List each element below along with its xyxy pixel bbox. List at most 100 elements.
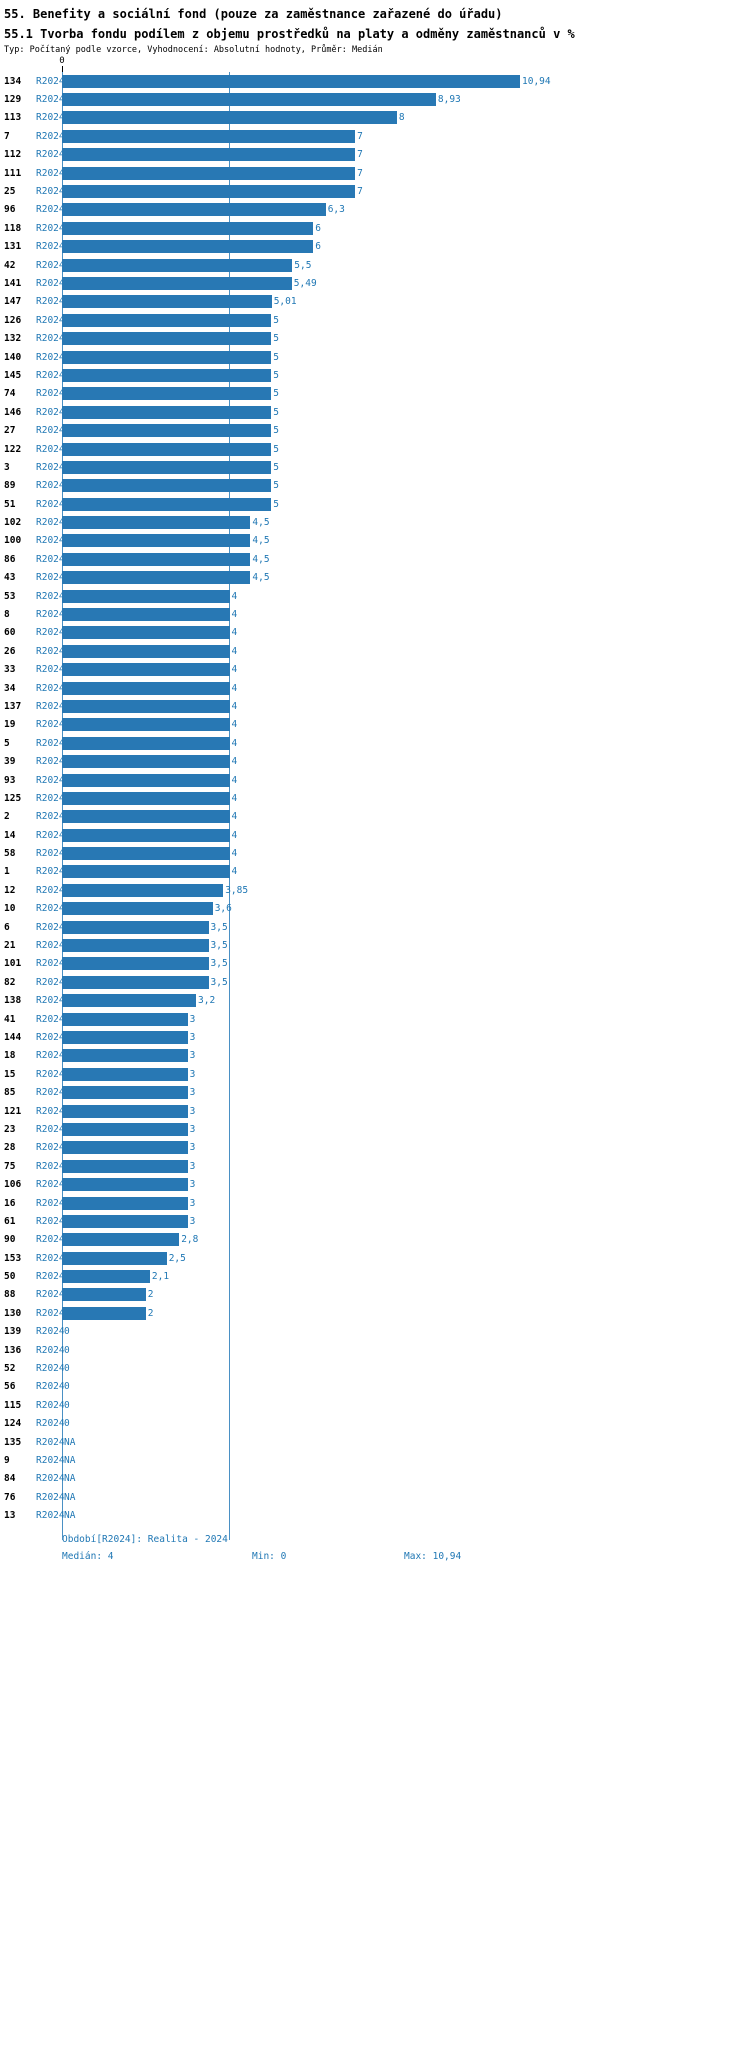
row-period-label: R2024 [36, 719, 65, 731]
chart-row: 93 R2024 4 [0, 771, 750, 789]
chart-row: 34 R2024 4 [0, 679, 750, 697]
value-bar [62, 276, 292, 290]
chart-row: 102 R2024 4,5 [0, 513, 750, 531]
value-bar [62, 1306, 146, 1320]
row-id-label: 76 [4, 1491, 16, 1503]
row-period-label: R2024 [36, 1087, 65, 1099]
bar-value-label: 4,5 [252, 535, 270, 547]
row-period-label: R2024 [36, 700, 65, 712]
bar-value-label: NA [64, 1473, 76, 1485]
row-period-label: R2024 [36, 1050, 65, 1062]
row-id-label: 118 [4, 222, 22, 234]
bar-area: 7 [62, 127, 750, 145]
row-period-label: R2024 [36, 1271, 65, 1283]
value-bar [62, 93, 436, 107]
chart-row: 135 R2024 NA [0, 1433, 750, 1451]
bar-value-label: 5 [273, 498, 280, 510]
row-period-label: R2024 [36, 1142, 65, 1154]
row-id-label: 96 [4, 204, 16, 216]
value-bar [62, 663, 230, 677]
row-id-label: 42 [4, 259, 16, 271]
row-period-label: R2024 [36, 1123, 65, 1135]
row-period-label: R2024 [36, 443, 65, 455]
bar-area: 5,5 [62, 256, 750, 274]
bar-value-label: 2 [147, 1307, 154, 1319]
bar-value-label: 4 [231, 627, 238, 639]
bar-value-label: 0 [64, 1399, 70, 1411]
row-period-label: R2024 [36, 1032, 65, 1043]
chart-row: 89 R2024 5 [0, 477, 750, 495]
row-period-label: R2024 [36, 590, 65, 602]
bar-area: 3 [62, 1175, 750, 1193]
value-bar [62, 111, 397, 125]
bar-area: 5 [62, 385, 750, 403]
chart-row: 33 R2024 4 [0, 661, 750, 679]
bar-value-label: 4,5 [252, 553, 270, 565]
bar-area: 7 [62, 146, 750, 164]
value-bar [62, 460, 272, 474]
row-id-label: 18 [4, 1050, 16, 1062]
row-period-label: R2024 [36, 480, 65, 492]
chart-row: 111 R2024 7 [0, 164, 750, 182]
bar-area: 0 [62, 1341, 750, 1359]
bar-area: 4,5 [62, 513, 750, 531]
chart-row: 131 R2024 6 [0, 238, 750, 256]
chart-row: 18 R2024 3 [0, 1047, 750, 1065]
chart-row: 75 R2024 3 [0, 1157, 750, 1175]
row-id-label: 34 [4, 682, 16, 694]
row-id-label: 10 [4, 903, 16, 915]
value-bar [62, 773, 230, 787]
value-bar [62, 129, 356, 143]
value-bar [62, 626, 230, 640]
row-id-label: 13 [4, 1510, 16, 1522]
row-id-label: 137 [4, 700, 22, 712]
bar-value-label: 4 [231, 866, 238, 878]
row-id-label: 61 [4, 1215, 16, 1227]
value-bar [62, 902, 213, 916]
bar-value-label: 3,5 [210, 940, 228, 952]
bar-value-label: 4 [231, 664, 238, 676]
value-bar [62, 699, 230, 713]
row-id-label: 89 [4, 480, 16, 492]
value-bar [62, 920, 209, 934]
bar-area: 3 [62, 1139, 750, 1157]
bar-area: 4 [62, 661, 750, 679]
row-period-label: R2024 [36, 1160, 65, 1172]
value-bar [62, 405, 272, 419]
bar-area: NA [62, 1451, 750, 1469]
value-bar [62, 1049, 188, 1063]
row-period-label: R2024 [36, 1197, 65, 1209]
row-period-label: R2024 [36, 461, 65, 473]
bar-area: 0 [62, 1415, 750, 1433]
bar-area: 3,5 [62, 955, 750, 973]
bar-value-label: 3,6 [214, 903, 232, 915]
value-bar [62, 479, 272, 493]
bar-area: 3 [62, 1157, 750, 1175]
bar-value-label: 4 [231, 590, 238, 602]
row-id-label: 139 [4, 1326, 22, 1338]
bar-value-label: 6,3 [327, 204, 345, 216]
bar-area: NA [62, 1433, 750, 1451]
bar-value-label: 7 [357, 167, 363, 179]
row-period-label: R2024 [36, 829, 65, 841]
chart-row: 14 R2024 4 [0, 826, 750, 844]
bar-value-label: NA [64, 1491, 76, 1503]
row-id-label: 26 [4, 645, 16, 657]
row-period-label: R2024 [36, 1326, 65, 1338]
row-period-label: R2024 [36, 351, 65, 363]
row-period-label: R2024 [36, 406, 65, 418]
row-id-label: 43 [4, 572, 16, 584]
row-id-label: 51 [4, 498, 16, 510]
bar-value-label: 7 [357, 130, 363, 142]
row-id-label: 113 [4, 112, 22, 124]
bar-value-label: 5 [273, 314, 280, 326]
row-id-label: 140 [4, 351, 22, 363]
value-bar [62, 258, 293, 272]
bar-value-label: 5,01 [273, 296, 297, 308]
chart-row: 130 R2024 2 [0, 1304, 750, 1322]
chart-row: 100 R2024 4,5 [0, 532, 750, 550]
row-period-label: R2024 [36, 186, 65, 198]
chart-row: 27 R2024 5 [0, 421, 750, 439]
bar-area: NA [62, 1488, 750, 1506]
bar-value-label: 5 [273, 369, 280, 381]
